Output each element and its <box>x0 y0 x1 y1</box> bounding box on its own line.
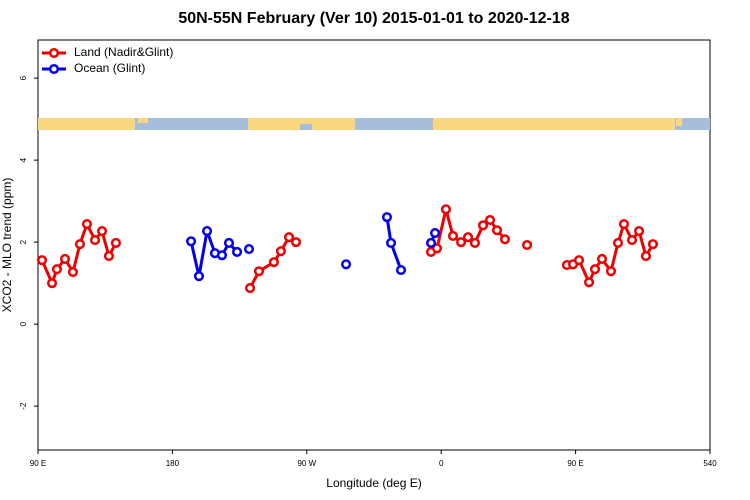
data-point <box>341 259 352 270</box>
data-point <box>477 220 489 231</box>
x-tick-label: 540 <box>703 459 717 468</box>
data-point <box>447 230 459 242</box>
data-point <box>484 214 496 226</box>
y-tick-label: -2 <box>19 402 28 410</box>
data-point <box>626 235 638 246</box>
y-tick-label: 6 <box>19 75 28 80</box>
y-axis-label: XCO2 - MLO trend (ppm) <box>0 178 14 313</box>
chart-title: 50N-55N February (Ver 10) 2015-01-01 to … <box>178 10 569 27</box>
data-point <box>456 237 467 248</box>
data-point <box>89 235 101 246</box>
data-point <box>245 283 256 294</box>
data-point <box>232 246 243 258</box>
x-tick-label: 90 E <box>30 459 46 468</box>
legend-label: Land (Nadir&Glint) <box>74 45 173 59</box>
data-point <box>430 228 441 239</box>
data-point <box>647 239 659 250</box>
data-point <box>223 237 235 248</box>
data-point <box>74 239 86 250</box>
plot-frame <box>37 39 711 451</box>
data-point <box>640 251 651 262</box>
x-tick-label: 180 <box>166 459 180 468</box>
data-point <box>275 246 287 257</box>
data-point <box>216 250 228 261</box>
data-point <box>431 243 443 254</box>
legend-marker <box>48 47 60 59</box>
y-tick-label: 4 <box>19 157 28 162</box>
data-point <box>36 255 48 266</box>
x-axis-label: Longitude (deg E) <box>326 476 421 490</box>
data-point <box>51 264 63 275</box>
y-tick-label: 0 <box>19 321 28 326</box>
legend-label: Ocean (Glint) <box>74 61 145 75</box>
x-tick-label: 0 <box>439 459 444 468</box>
data-point <box>193 271 205 282</box>
data-point <box>46 278 58 289</box>
data-point <box>522 239 533 251</box>
data-point <box>605 266 617 277</box>
data-point <box>618 219 630 230</box>
data-point <box>583 277 595 288</box>
data-point <box>612 237 624 248</box>
data-point <box>201 226 213 237</box>
data-point <box>469 237 480 248</box>
series-line <box>40 208 655 289</box>
x-tick-label: 90 W <box>297 459 316 468</box>
data-point <box>81 219 93 230</box>
data-point <box>395 264 407 276</box>
data-point <box>499 234 511 245</box>
data-point <box>463 232 474 243</box>
land-ocean-strip <box>38 118 710 130</box>
x-tick-label: 90 E <box>567 459 583 468</box>
data-point <box>634 226 645 237</box>
data-point <box>243 244 255 255</box>
data-point <box>186 236 197 247</box>
data-point <box>440 204 452 215</box>
data-point <box>97 226 108 237</box>
data-point <box>596 253 608 264</box>
data-point <box>290 237 302 248</box>
data-point <box>59 253 71 264</box>
data-point <box>253 266 265 277</box>
data-point <box>589 264 601 275</box>
legend-marker <box>48 63 60 75</box>
data-point <box>67 267 78 278</box>
data-point <box>268 257 279 268</box>
data-point <box>425 237 437 248</box>
data-point <box>283 232 295 243</box>
data-point <box>492 225 503 236</box>
data-point <box>110 237 122 248</box>
y-tick-label: 2 <box>19 239 28 244</box>
data-point <box>381 212 393 223</box>
data-point <box>385 237 397 248</box>
data-point <box>103 251 114 262</box>
data-point <box>573 255 585 266</box>
